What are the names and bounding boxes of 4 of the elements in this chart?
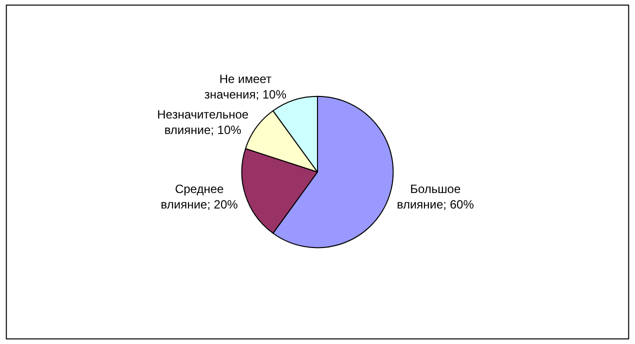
slice-label: Незначительное влияние; 10% (157, 108, 249, 138)
slice-label: Большое влияние; 60% (396, 182, 474, 212)
slice-label: Среднее влияние; 20% (160, 182, 238, 212)
slice-label: Не имеет значения; 10% (204, 72, 287, 102)
